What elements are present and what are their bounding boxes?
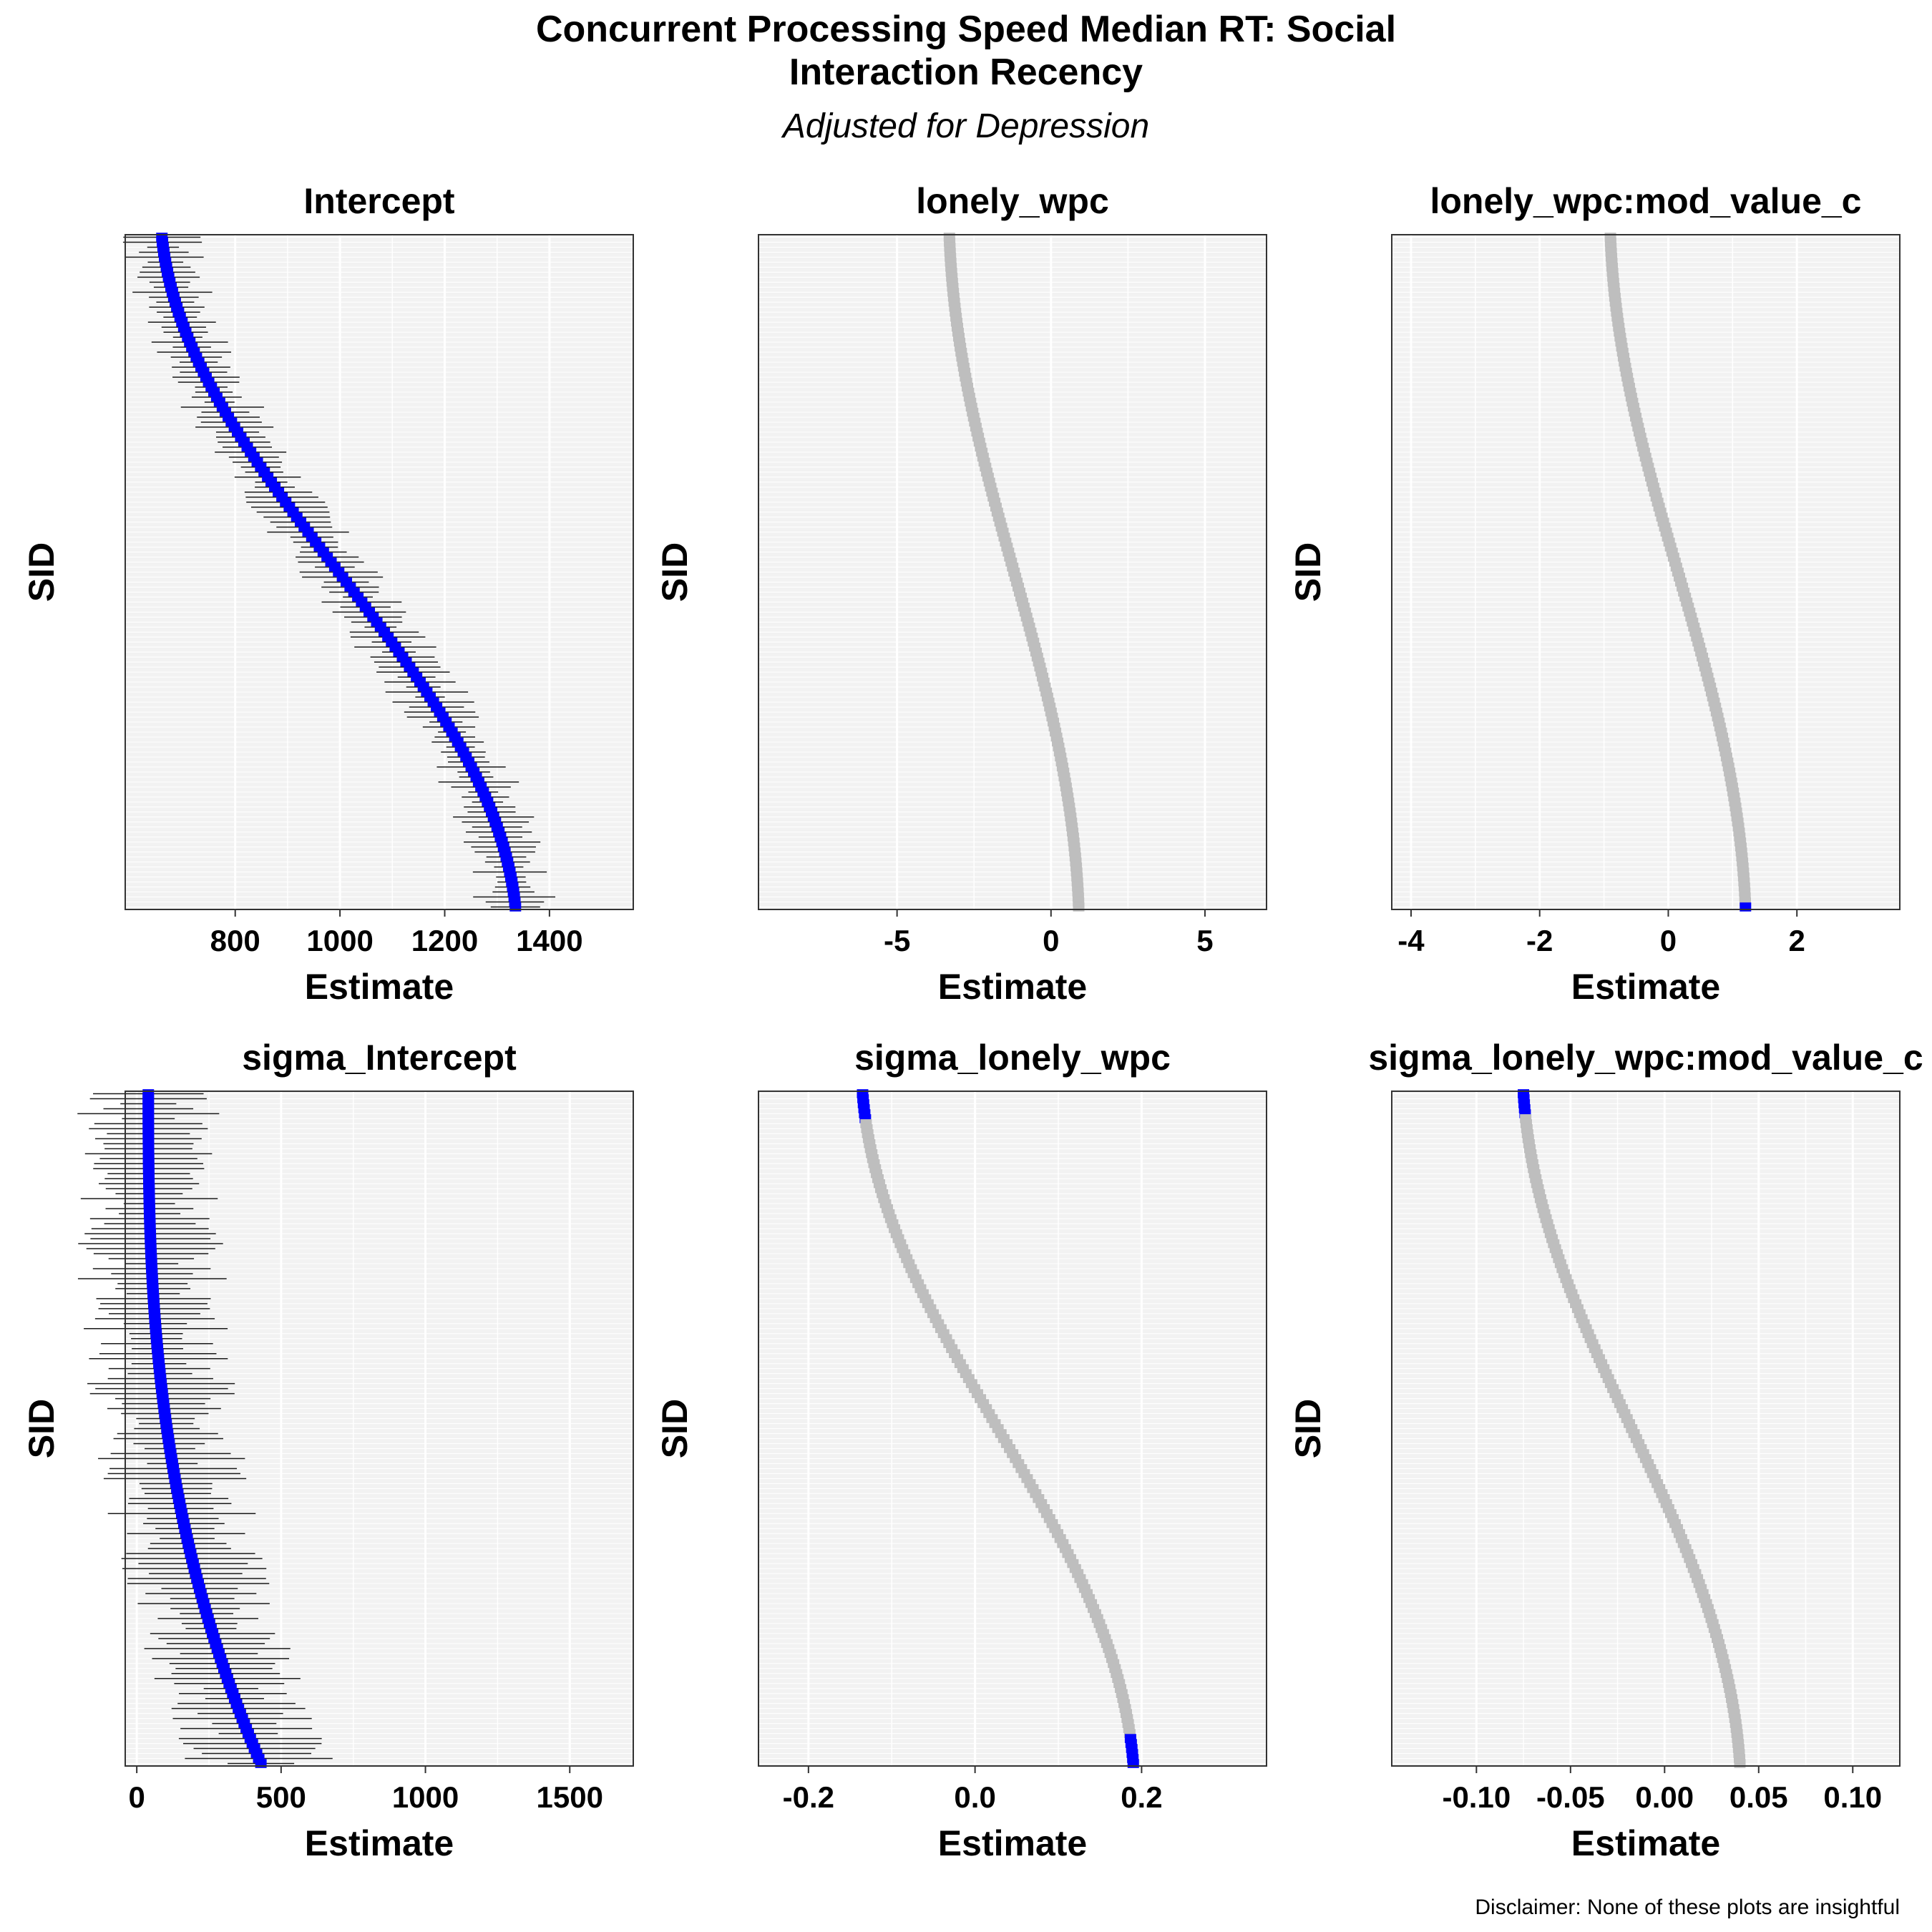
x-tick-label: -4 bbox=[1397, 924, 1425, 957]
y-axis-label: SID bbox=[655, 1399, 695, 1458]
panel-title: sigma_lonely_wpc:mod_value_c bbox=[1368, 1038, 1923, 1078]
x-tick-label: 2 bbox=[1789, 924, 1805, 957]
y-axis-label: SID bbox=[655, 542, 695, 602]
panel-frame bbox=[125, 234, 634, 910]
x-axis-label: Estimate bbox=[305, 967, 454, 1007]
panel-sigma-lonely-wpc: -0.2 0.0 0.2 sigma_lonely_wpc Estimate SID bbox=[655, 1038, 1267, 1863]
panel-title: lonely_wpc:mod_value_c bbox=[1430, 181, 1861, 221]
x-tick-label: 1000 bbox=[306, 924, 373, 957]
x-tick-label: 0.2 bbox=[1121, 1780, 1162, 1814]
x-tick-label: 0.05 bbox=[1729, 1780, 1788, 1814]
panel-lonely-wpc-mod-value-c: -4 -2 0 2 lonely_wpc:mod_value_c Estimate SID bbox=[1288, 181, 1901, 1007]
x-tick-label: 0.10 bbox=[1823, 1780, 1882, 1814]
x-tick-label: -0.2 bbox=[783, 1780, 834, 1814]
panel-frame bbox=[1391, 234, 1901, 910]
x-axis-label: Estimate bbox=[938, 1823, 1087, 1863]
x-axis-label: Estimate bbox=[938, 967, 1087, 1007]
x-tick-label: 1500 bbox=[537, 1780, 603, 1814]
x-axis-label: Estimate bbox=[305, 1823, 454, 1863]
x-tick-label: 5 bbox=[1196, 924, 1213, 957]
panel-frame bbox=[1391, 1091, 1901, 1767]
panel-intercept: 800 1000 1200 1400 Intercept Estimate SID bbox=[21, 181, 634, 1007]
x-tick-label: 0.00 bbox=[1635, 1780, 1694, 1814]
x-tick-label: 0 bbox=[128, 1780, 145, 1814]
x-tick-label: 0.0 bbox=[954, 1780, 995, 1814]
x-tick-label: 1400 bbox=[516, 924, 582, 957]
panel-frame bbox=[125, 1091, 634, 1767]
x-tick-label: 800 bbox=[210, 924, 260, 957]
panel-sigma-intercept: 0 500 1000 1500 sigma_Intercept Estimate SID bbox=[21, 1038, 634, 1863]
panel-title: Intercept bbox=[303, 181, 455, 221]
x-tick-label: -2 bbox=[1526, 924, 1553, 957]
x-tick-label: 0 bbox=[1660, 924, 1677, 957]
y-axis-label: SID bbox=[21, 1399, 62, 1458]
panel-title: sigma_Intercept bbox=[242, 1038, 517, 1078]
y-axis-label: SID bbox=[1288, 1399, 1328, 1458]
x-axis-label: Estimate bbox=[1571, 1823, 1720, 1863]
x-tick-label: 0 bbox=[1043, 924, 1059, 957]
figure-title-line1: Concurrent Processing Speed Median RT: S… bbox=[536, 9, 1396, 50]
x-tick-label: 500 bbox=[256, 1780, 306, 1814]
x-tick-label: -0.10 bbox=[1442, 1780, 1511, 1814]
figure-title-line2: Interaction Recency bbox=[789, 52, 1143, 93]
x-tick-label: -0.05 bbox=[1536, 1780, 1605, 1814]
panel-title: lonely_wpc bbox=[916, 181, 1109, 221]
x-tick-label: 1000 bbox=[392, 1780, 459, 1814]
x-axis-label: Estimate bbox=[1571, 967, 1720, 1007]
panel-sigma-lonely-wpc-mod-value-c: -0.10 -0.05 0.00 0.05 0.10 sigma_lonely_wpc:m… bbox=[1288, 1038, 1923, 1863]
figure-subtitle: Adjusted for Depression bbox=[781, 107, 1149, 145]
panel-title: sigma_lonely_wpc bbox=[854, 1038, 1171, 1078]
panel-lonely-wpc: -5 0 5 lonely_wpc Estimate SID bbox=[655, 181, 1267, 1007]
y-axis-label: SID bbox=[1288, 542, 1328, 602]
x-tick-label: 1200 bbox=[411, 924, 478, 957]
panel-frame bbox=[758, 234, 1267, 910]
y-axis-label: SID bbox=[21, 542, 62, 602]
x-tick-label: -5 bbox=[884, 924, 910, 957]
panel-frame bbox=[758, 1091, 1267, 1767]
disclaimer: Disclaimer: None of these plots are insi… bbox=[1475, 1896, 1900, 1919]
